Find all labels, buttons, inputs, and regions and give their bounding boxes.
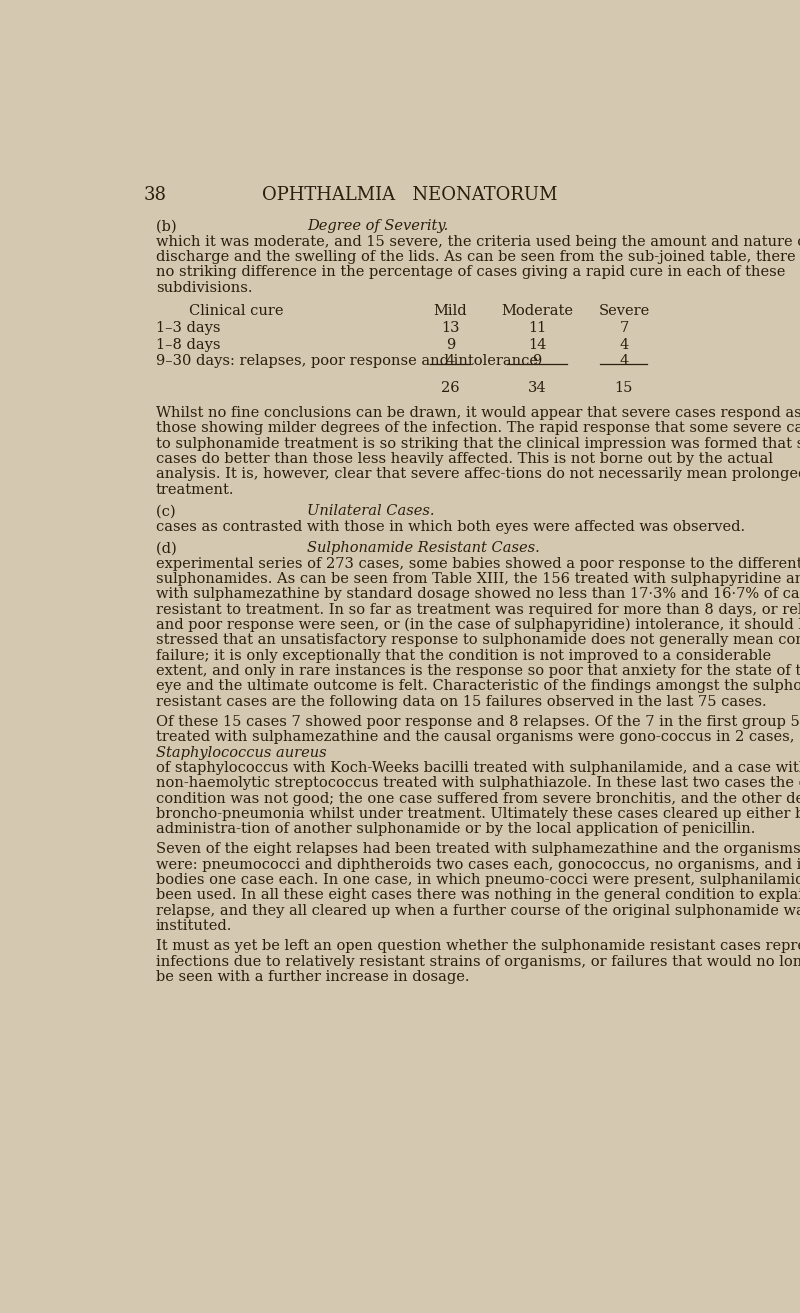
Text: Moderate: Moderate	[501, 303, 573, 318]
Text: resistant cases are the following data on 15 failures observed in the last 75 ca: resistant cases are the following data o…	[156, 695, 766, 709]
Text: 9–30 days: relapses, poor response and intolerance: 9–30 days: relapses, poor response and i…	[156, 355, 538, 369]
Text: sulphonamides. As can be seen from Table XIII, the 156 treated with sulphapyridi: sulphonamides. As can be seen from Table…	[156, 572, 800, 586]
Text: were: pneumococci and diphtheroids two cases each, gonococcus, no organisms, and: were: pneumococci and diphtheroids two c…	[156, 857, 800, 872]
Text: which it was moderate, and 15 severe, the criteria used being the amount and nat: which it was moderate, and 15 severe, th…	[156, 235, 800, 248]
Text: treatment.: treatment.	[156, 483, 234, 496]
Text: Seven of the eight relapses had been treated with sulphamezathine and the organi: Seven of the eight relapses had been tre…	[156, 843, 800, 856]
Text: 26: 26	[441, 381, 460, 395]
Text: of staphylococcus with Koch-Weeks bacilli treated with sulphanilamide, and a cas: of staphylococcus with Koch-Weeks bacill…	[156, 762, 800, 775]
Text: 9: 9	[446, 337, 455, 352]
Text: Whilst no fine conclusions can be drawn, it would appear that severe cases respo: Whilst no fine conclusions can be drawn,…	[156, 406, 800, 420]
Text: 14: 14	[528, 337, 546, 352]
Text: Sulphonamide Resistant Cases.: Sulphonamide Resistant Cases.	[307, 541, 539, 555]
Text: 1–3 days: 1–3 days	[156, 320, 220, 335]
Text: 9: 9	[533, 355, 542, 369]
Text: condition was not good; the one case suffered from severe bronchitis, and the ot: condition was not good; the one case suf…	[156, 792, 800, 806]
Text: be seen with a further increase in dosage.: be seen with a further increase in dosag…	[156, 970, 470, 983]
Text: those showing milder degrees of the infection. The rapid response that some seve: those showing milder degrees of the infe…	[156, 421, 800, 436]
Text: subdivisions.: subdivisions.	[156, 281, 252, 294]
Text: been used. In all these eight cases there was nothing in the general condition t: been used. In all these eight cases ther…	[156, 889, 800, 902]
Text: 4: 4	[446, 355, 455, 369]
Text: 34: 34	[528, 381, 546, 395]
Text: extent, and only in rare instances is the response so poor that anxiety for the : extent, and only in rare instances is th…	[156, 664, 800, 678]
Text: 1–8 days: 1–8 days	[156, 337, 220, 352]
Text: discharge and the swelling of the lids. As can be seen from the sub-joined table: discharge and the swelling of the lids. …	[156, 249, 800, 264]
Text: eye and the ultimate outcome is felt. Characteristic of the findings amongst the: eye and the ultimate outcome is felt. Ch…	[156, 680, 800, 693]
Text: 38: 38	[143, 186, 166, 204]
Text: broncho-pneumonia whilst under treatment. Ultimately these cases cleared up eith: broncho-pneumonia whilst under treatment…	[156, 807, 800, 821]
Text: treated with sulphamezathine and the causal organisms were gono-coccus in 2 case: treated with sulphamezathine and the cau…	[156, 730, 794, 744]
Text: (c): (c)	[156, 504, 180, 519]
Text: Clinical cure: Clinical cure	[189, 303, 284, 318]
Text: cases as contrasted with those in which both eyes were affected was observed.: cases as contrasted with those in which …	[156, 520, 745, 533]
Text: and poor response were seen, or (in the case of sulphapyridine) intolerance, it : and poor response were seen, or (in the …	[156, 618, 800, 633]
Text: experimental series of 273 cases, some babies showed a poor response to the diff: experimental series of 273 cases, some b…	[156, 557, 800, 571]
Text: 4: 4	[619, 355, 629, 369]
Text: relapse, and they all cleared up when a further course of the original sulphonam: relapse, and they all cleared up when a …	[156, 903, 800, 918]
Text: to sulphonamide treatment is so striking that the clinical impression was formed: to sulphonamide treatment is so striking…	[156, 437, 800, 450]
Text: Mild: Mild	[434, 303, 467, 318]
Text: cases do better than those less heavily affected. This is not borne out by the a: cases do better than those less heavily …	[156, 452, 773, 466]
Text: Of these 15 cases 7 showed poor response and 8 relapses. Of the 7 in the first g: Of these 15 cases 7 showed poor response…	[156, 714, 800, 729]
Text: 13: 13	[441, 320, 459, 335]
Text: no striking difference in the percentage of cases giving a rapid cure in each of: no striking difference in the percentage…	[156, 265, 785, 280]
Text: (b): (b)	[156, 219, 181, 234]
Text: 7: 7	[619, 320, 629, 335]
Text: 11: 11	[528, 320, 546, 335]
Text: resistant to treatment. In so far as treatment was required for more than 8 days: resistant to treatment. In so far as tre…	[156, 603, 800, 617]
Text: It must as yet be left an open question whether the sulphonamide resistant cases: It must as yet be left an open question …	[156, 939, 800, 953]
Text: infections due to relatively resistant strains of organisms, or failures that wo: infections due to relatively resistant s…	[156, 955, 800, 969]
Text: 4: 4	[619, 337, 629, 352]
Text: non-haemolytic streptococcus treated with sulphathiazole. In these last two case: non-haemolytic streptococcus treated wit…	[156, 776, 800, 790]
Text: Staphylococcus aureus: Staphylococcus aureus	[156, 746, 326, 759]
Text: OPHTHALMIA   NEONATORUM: OPHTHALMIA NEONATORUM	[262, 186, 558, 204]
Text: with sulphamezathine by standard dosage showed no less than 17·3% and 16·7% of c: with sulphamezathine by standard dosage …	[156, 587, 800, 601]
Text: instituted.: instituted.	[156, 919, 232, 934]
Text: bodies one case each. In one case, in which pneumo-cocci were present, sulphanil: bodies one case each. In one case, in wh…	[156, 873, 800, 888]
Text: analysis. It is, however, clear that severe affec-tions do not necessarily mean : analysis. It is, however, clear that sev…	[156, 467, 800, 482]
Text: Degree of Severity.: Degree of Severity.	[307, 219, 448, 234]
Text: (d): (d)	[156, 541, 181, 555]
Text: administra-tion of another sulphonamide or by the local application of penicilli: administra-tion of another sulphonamide …	[156, 822, 755, 836]
Text: 15: 15	[614, 381, 633, 395]
Text: Severe: Severe	[598, 303, 650, 318]
Text: Unilateral Cases.: Unilateral Cases.	[307, 504, 434, 519]
Text: stressed that an unsatisfactory response to sulphonamide does not generally mean: stressed that an unsatisfactory response…	[156, 633, 800, 647]
Text: failure; it is only exceptionally that the condition is not improved to a consid: failure; it is only exceptionally that t…	[156, 649, 771, 663]
